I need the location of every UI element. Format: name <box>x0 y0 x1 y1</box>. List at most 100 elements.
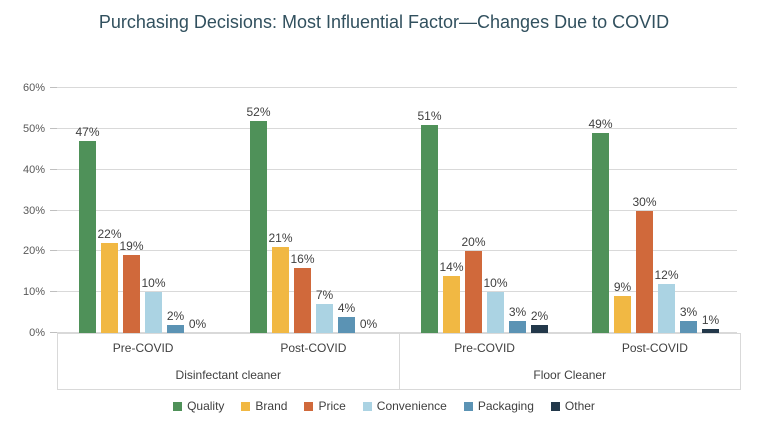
bar-fill <box>614 296 631 333</box>
bar: 47% <box>75 125 100 333</box>
legend-label: Price <box>318 399 346 413</box>
product-label: Disinfectant cleaner <box>175 368 281 382</box>
bar-value-label: 20% <box>461 235 486 250</box>
bar-value-label: 9% <box>613 280 632 295</box>
gridline <box>57 209 737 211</box>
axis-tick <box>50 209 57 211</box>
bar-value-label: 7% <box>315 288 334 303</box>
bar-fill <box>123 255 140 333</box>
legend-item: Packaging <box>463 399 534 413</box>
legend-label: Packaging <box>477 399 534 413</box>
bar: 19% <box>119 239 144 333</box>
bar-fill <box>145 292 162 333</box>
bar-value-label: 51% <box>417 108 442 123</box>
bar: 10% <box>141 276 166 333</box>
y-tick-label: 60% <box>22 82 45 94</box>
legend-swatch <box>362 401 372 411</box>
bar-fill <box>338 316 355 333</box>
legend-item: Quality <box>173 399 224 413</box>
legend: Quality Brand Price Convenience Packaging Oth… <box>0 399 768 413</box>
bar-value-label: 19% <box>119 239 144 254</box>
bar-value-label: 0% <box>359 317 378 331</box>
bar-value-label: 52% <box>246 104 271 119</box>
bar: 10% <box>483 276 508 333</box>
axis-tick <box>50 332 57 333</box>
period-label: Pre-COVID <box>454 340 515 355</box>
bar-value-label: 47% <box>75 125 100 140</box>
bar-value-label: 16% <box>290 251 315 266</box>
bar-fill <box>250 120 267 333</box>
bar: 2% <box>531 309 548 333</box>
bar-fill <box>101 243 118 333</box>
bar-fill <box>702 328 719 333</box>
bar-fill <box>167 324 184 333</box>
bar: 12% <box>654 268 679 333</box>
bar-value-label: 12% <box>654 268 679 282</box>
legend-item: Price <box>304 399 346 413</box>
bar-value-label: 14% <box>439 259 464 274</box>
bar: 9% <box>614 280 631 333</box>
legend-item: Brand <box>241 399 287 413</box>
period-row: Pre-COVID Post-COVID <box>58 334 399 361</box>
bar: 51% <box>417 109 442 333</box>
y-tick-label: 40% <box>22 163 45 176</box>
bar-cluster: 49% 9% 30% 12% 3% 1% <box>570 88 741 333</box>
bar-value-label: 22% <box>97 227 122 242</box>
bar: 49% <box>588 117 613 333</box>
bar: 4% <box>338 301 355 333</box>
axis-tick <box>50 168 57 170</box>
bar-value-label: 4% <box>337 300 356 315</box>
axis-tick <box>50 127 57 129</box>
gridline <box>57 168 737 170</box>
chart-title: Purchasing Decisions: Most Influential F… <box>98 12 670 32</box>
gridline <box>57 332 737 333</box>
bars-layer: 47% 22% 19% 10% 2% 0% 52% 21% 16% 7% 4% 0% 51% 14% 20%… <box>57 88 741 333</box>
legend-label: Brand <box>255 399 288 413</box>
bar-cluster: 51% 14% 20% 10% 3% 2% <box>399 88 570 333</box>
bar-value-label: 10% <box>141 276 166 291</box>
bar-value-label: 10% <box>483 276 508 291</box>
bar: 30% <box>632 195 657 333</box>
bar-cluster: 52% 21% 16% 7% 4% 0% <box>228 88 399 333</box>
bar: 21% <box>268 231 293 333</box>
legend-label: Convenience <box>376 399 447 413</box>
bar-fill <box>509 320 526 333</box>
bar-fill <box>316 304 333 333</box>
period-label: Post-COVID <box>280 340 347 355</box>
legend-swatch <box>173 401 183 411</box>
legend-swatch <box>304 401 314 411</box>
bar: 22% <box>97 227 122 333</box>
bar: 3% <box>509 305 526 333</box>
bar: 20% <box>461 235 486 333</box>
bar-value-label: 3% <box>679 304 698 319</box>
bar-fill <box>531 324 548 333</box>
y-tick-label: 0% <box>29 327 45 339</box>
axis-tick <box>50 250 57 252</box>
legend-item: Convenience <box>362 399 447 413</box>
bar: 16% <box>290 252 315 333</box>
period-row: Pre-COVID Post-COVID <box>400 334 741 361</box>
product-label: Floor Cleaner <box>533 368 607 382</box>
y-tick-label: 10% <box>22 286 45 299</box>
bar-value-label: 0% <box>188 317 207 331</box>
bar-fill <box>636 210 653 333</box>
y-tick-label: 20% <box>22 245 45 258</box>
bar: 7% <box>316 288 333 333</box>
legend-swatch <box>463 401 473 411</box>
bar-fill <box>79 141 96 333</box>
bar-fill <box>592 132 609 333</box>
legend-label: Quality <box>187 399 225 413</box>
category-axis: Pre-COVID Post-COVID Disinfectant cleaner P… <box>57 333 741 390</box>
bar-fill <box>487 292 504 333</box>
bar-fill <box>272 247 289 333</box>
legend-swatch <box>241 401 251 411</box>
bar: 52% <box>246 105 271 333</box>
legend-swatch <box>550 401 560 411</box>
y-tick-label: 50% <box>22 122 45 135</box>
period-label: Post-COVID <box>621 340 688 355</box>
plot-area: 0% 10% 20% 30% 40% 50% 60% 47% 22% 19% 10% 2% 0% 52%… <box>23 82 741 339</box>
bar-value-label: 30% <box>632 194 657 209</box>
gridline <box>57 87 737 88</box>
bar-value-label: 49% <box>588 116 613 131</box>
